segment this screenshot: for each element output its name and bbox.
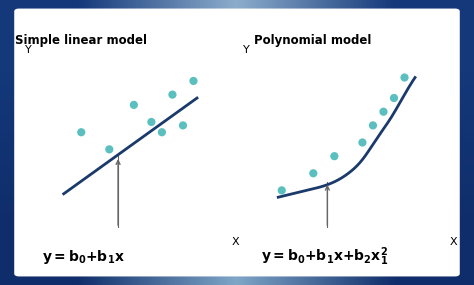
Text: X: X xyxy=(232,237,239,247)
Point xyxy=(190,79,197,83)
Point xyxy=(158,130,166,135)
Point xyxy=(106,147,113,152)
Text: Y: Y xyxy=(244,45,250,55)
Point xyxy=(169,92,176,97)
Point xyxy=(390,96,398,100)
Point xyxy=(359,140,366,145)
Text: $\mathbf{y{=}b_0{+}b_1x{+}b_2x_1^2}$: $\mathbf{y{=}b_0{+}b_1x{+}b_2x_1^2}$ xyxy=(261,245,388,268)
Point xyxy=(369,123,377,128)
Point xyxy=(380,109,387,114)
Text: Polynomial model: Polynomial model xyxy=(254,34,372,47)
Text: Simple linear model: Simple linear model xyxy=(15,34,146,47)
Point xyxy=(130,103,137,107)
Point xyxy=(310,171,317,176)
Text: Y: Y xyxy=(26,45,32,55)
Point xyxy=(77,130,85,135)
Point xyxy=(278,188,285,193)
Point xyxy=(401,75,408,80)
Point xyxy=(179,123,187,128)
Text: X: X xyxy=(450,237,457,247)
Point xyxy=(147,120,155,124)
Point xyxy=(330,154,338,158)
Text: $\mathbf{y{=}b_0{+}b_1x}$: $\mathbf{y{=}b_0{+}b_1x}$ xyxy=(42,247,124,266)
